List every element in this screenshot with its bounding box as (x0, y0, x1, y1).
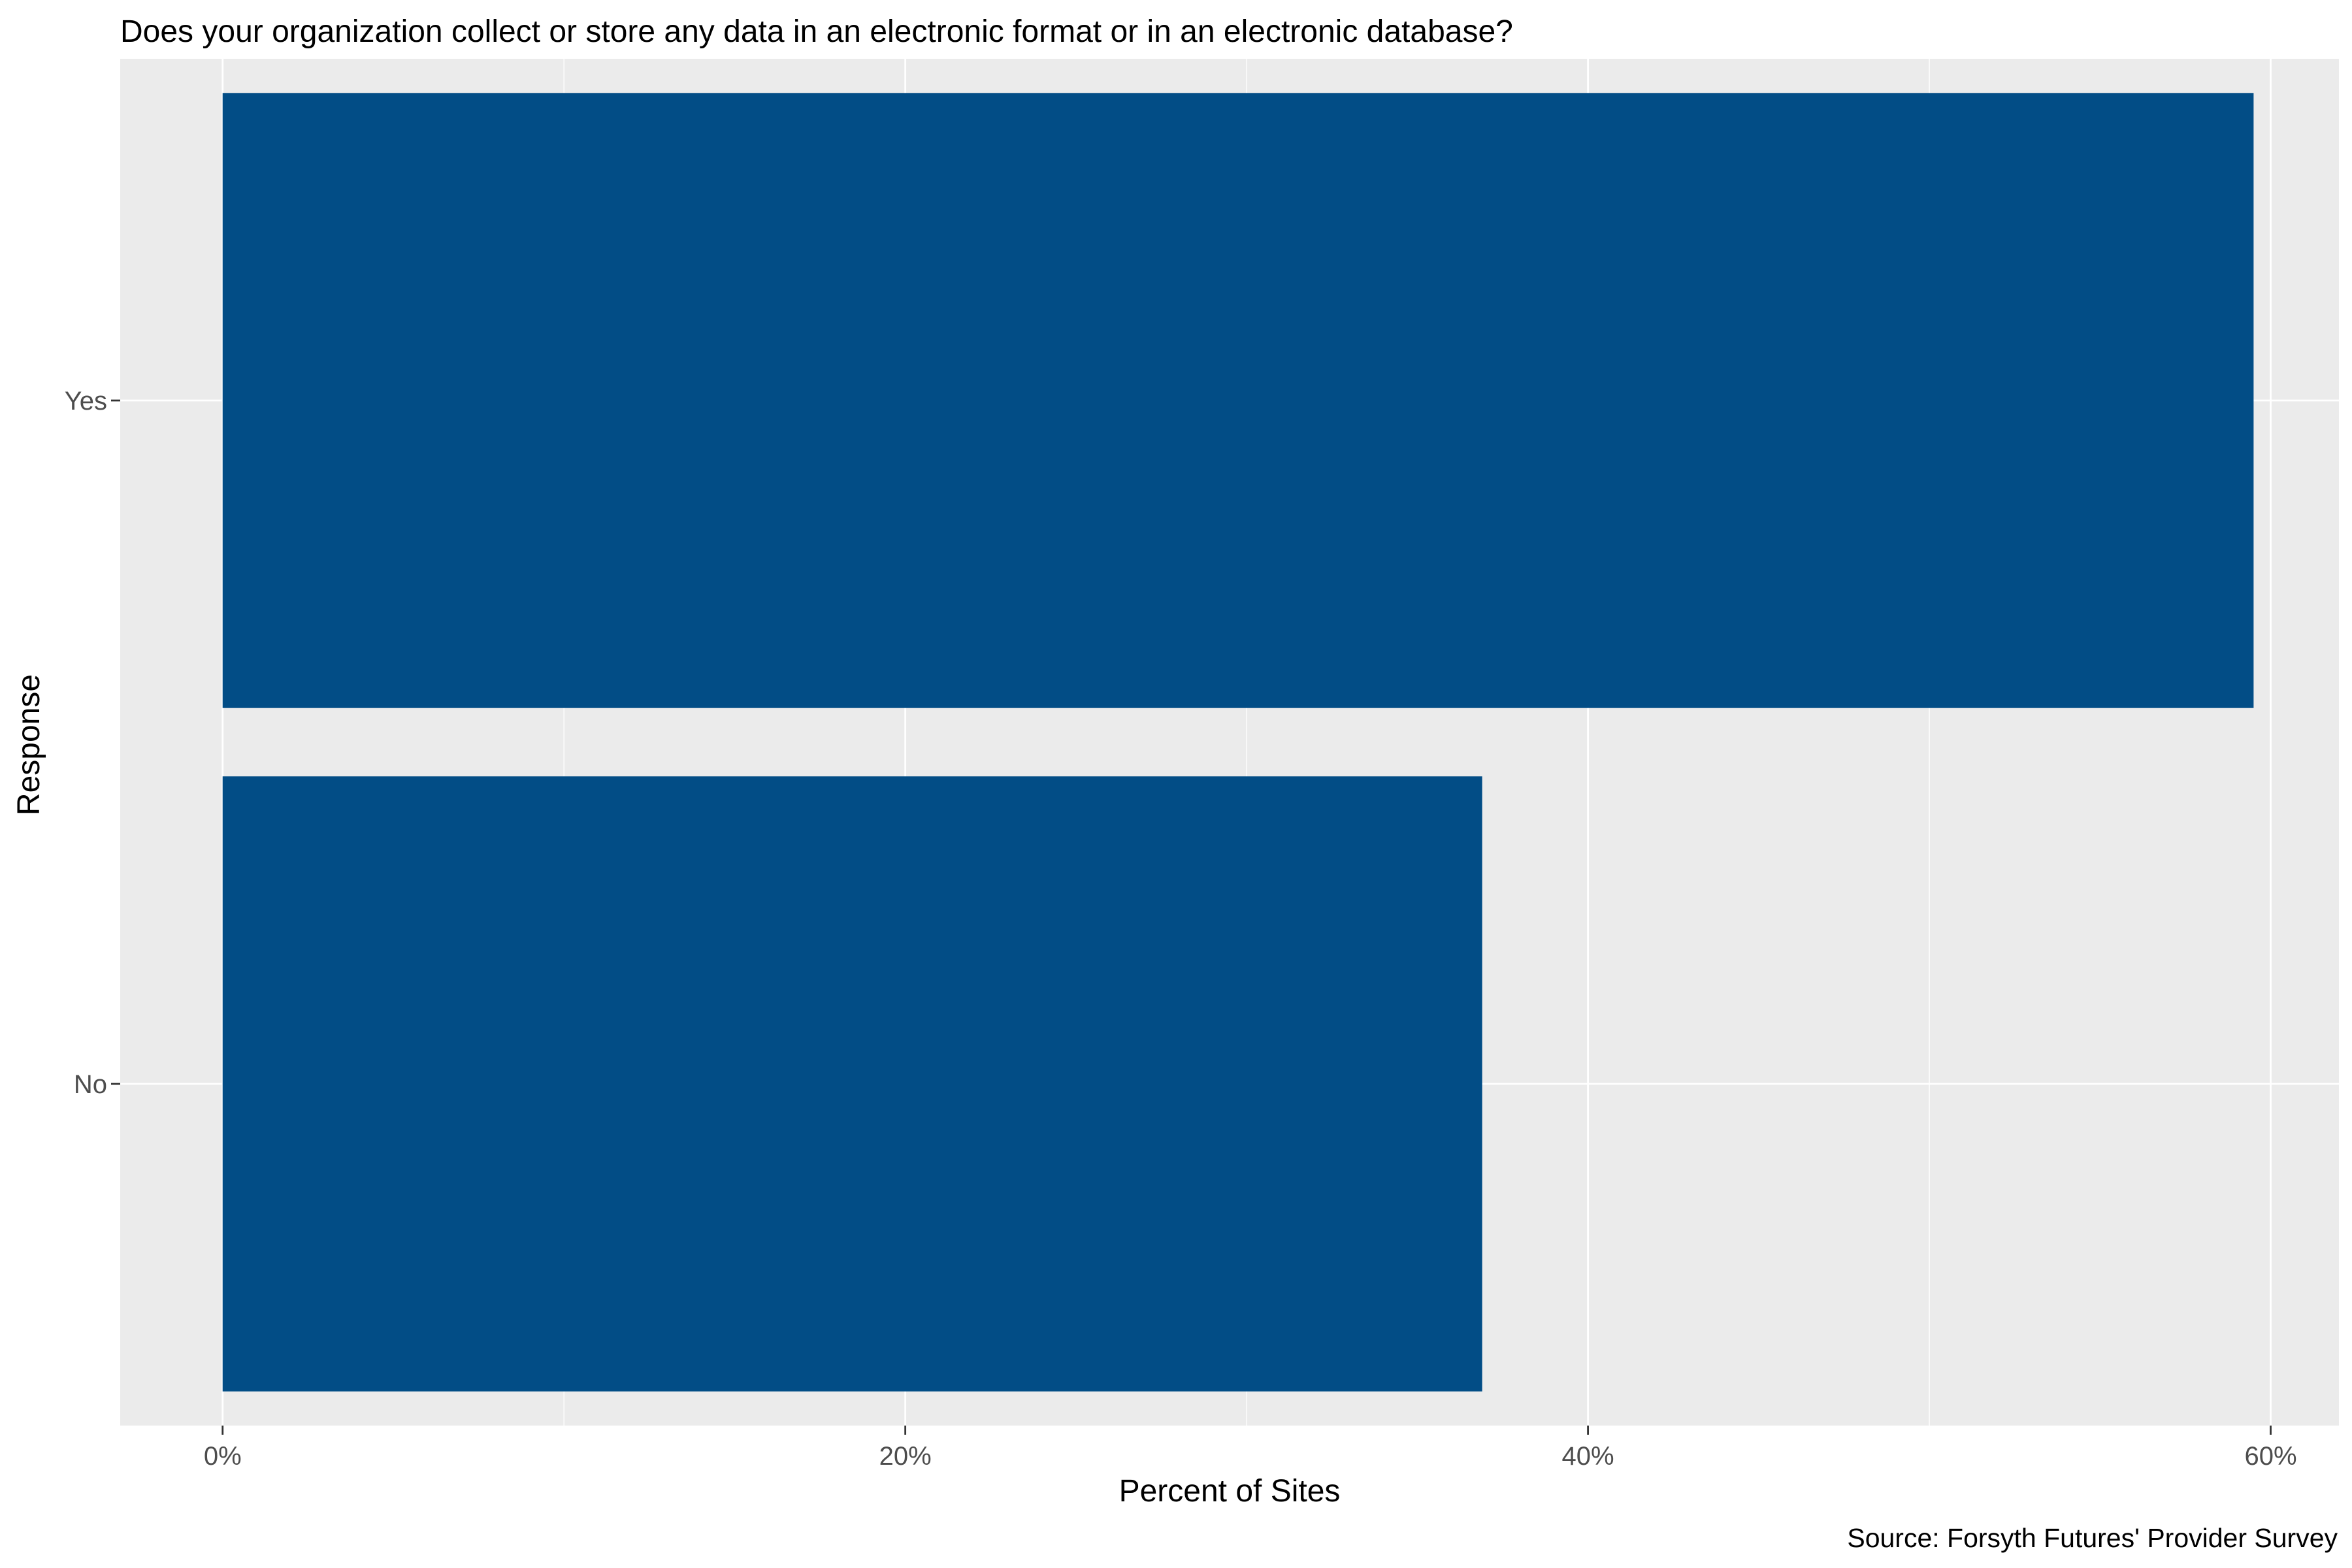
x-tick-label: 20% (879, 1442, 932, 1471)
bar-yes (222, 93, 2254, 708)
chart-title: Does your organization collect or store … (120, 14, 1513, 49)
x-tick-label: 40% (1562, 1442, 1614, 1471)
y-axis: Yes No (65, 387, 120, 1099)
y-axis-title: Response (12, 674, 46, 815)
x-tick-label: 0% (204, 1442, 242, 1471)
x-axis-title: Percent of Sites (1119, 1474, 1341, 1509)
bar-no (222, 776, 1482, 1392)
chart-caption: Source: Forsyth Futures' Provider Survey (1847, 1523, 2338, 1553)
x-tick-label: 60% (2244, 1442, 2296, 1471)
x-axis: 0% 20% 40% 60% (204, 1426, 2297, 1471)
y-tick-label: Yes (65, 387, 107, 416)
y-tick-label: No (74, 1070, 107, 1099)
bars (222, 93, 2254, 1392)
